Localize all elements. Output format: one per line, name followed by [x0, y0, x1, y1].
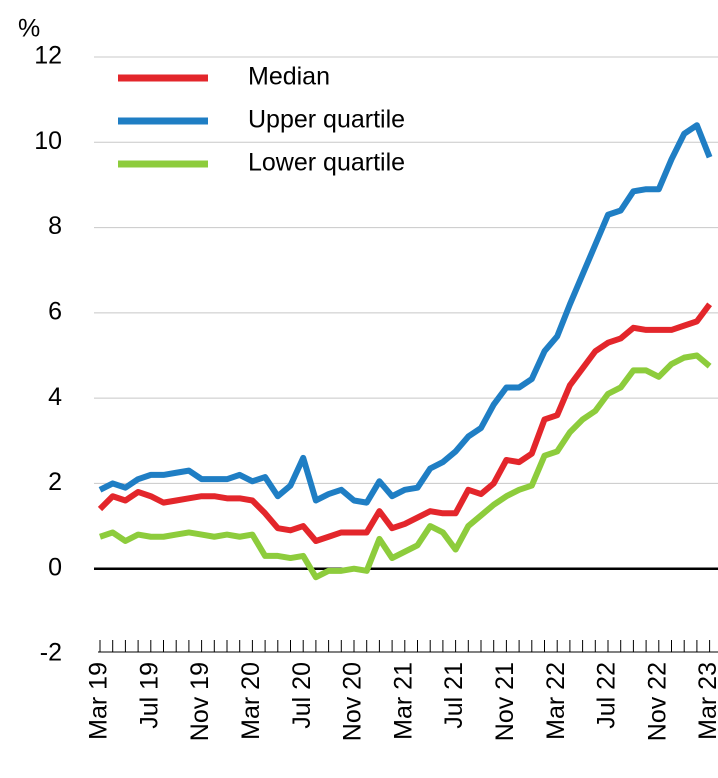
y-tick-label: 12: [34, 42, 62, 70]
x-tick-label: Mar 21: [389, 662, 417, 740]
x-tick-label: Mar 22: [542, 662, 570, 740]
x-tick-label: Jul 21: [440, 662, 468, 729]
x-tick-label: Mar 19: [85, 662, 113, 740]
series-line: [97, 302, 713, 544]
legend-label: Median: [248, 63, 330, 91]
legend-label: Upper quartile: [248, 106, 405, 134]
x-tick-label: Nov 21: [491, 662, 519, 741]
x-tick-label: Jul 22: [593, 662, 621, 729]
y-axis-unit: %: [18, 15, 40, 43]
x-tick-label: Nov 19: [186, 662, 214, 741]
series-line: [98, 122, 713, 506]
legend-label: Lower quartile: [248, 149, 405, 177]
x-tick-label: Jul 19: [135, 662, 163, 729]
y-tick-label: 6: [48, 297, 62, 325]
y-tick-label: 8: [48, 212, 62, 240]
x-tick-label: Nov 20: [339, 662, 367, 741]
x-tick-label: Jul 20: [288, 662, 316, 729]
y-tick-label: 4: [48, 383, 62, 411]
x-tick-label: Nov 22: [643, 662, 671, 741]
y-tick-label: -2: [40, 639, 62, 667]
x-tick-label: Mar 20: [237, 662, 265, 740]
x-tick-label: Mar 23: [694, 662, 718, 740]
y-tick-label: 2: [48, 468, 62, 496]
y-tick-label: 10: [34, 127, 62, 155]
y-tick-label: 0: [48, 553, 62, 581]
series-line: [99, 352, 712, 581]
